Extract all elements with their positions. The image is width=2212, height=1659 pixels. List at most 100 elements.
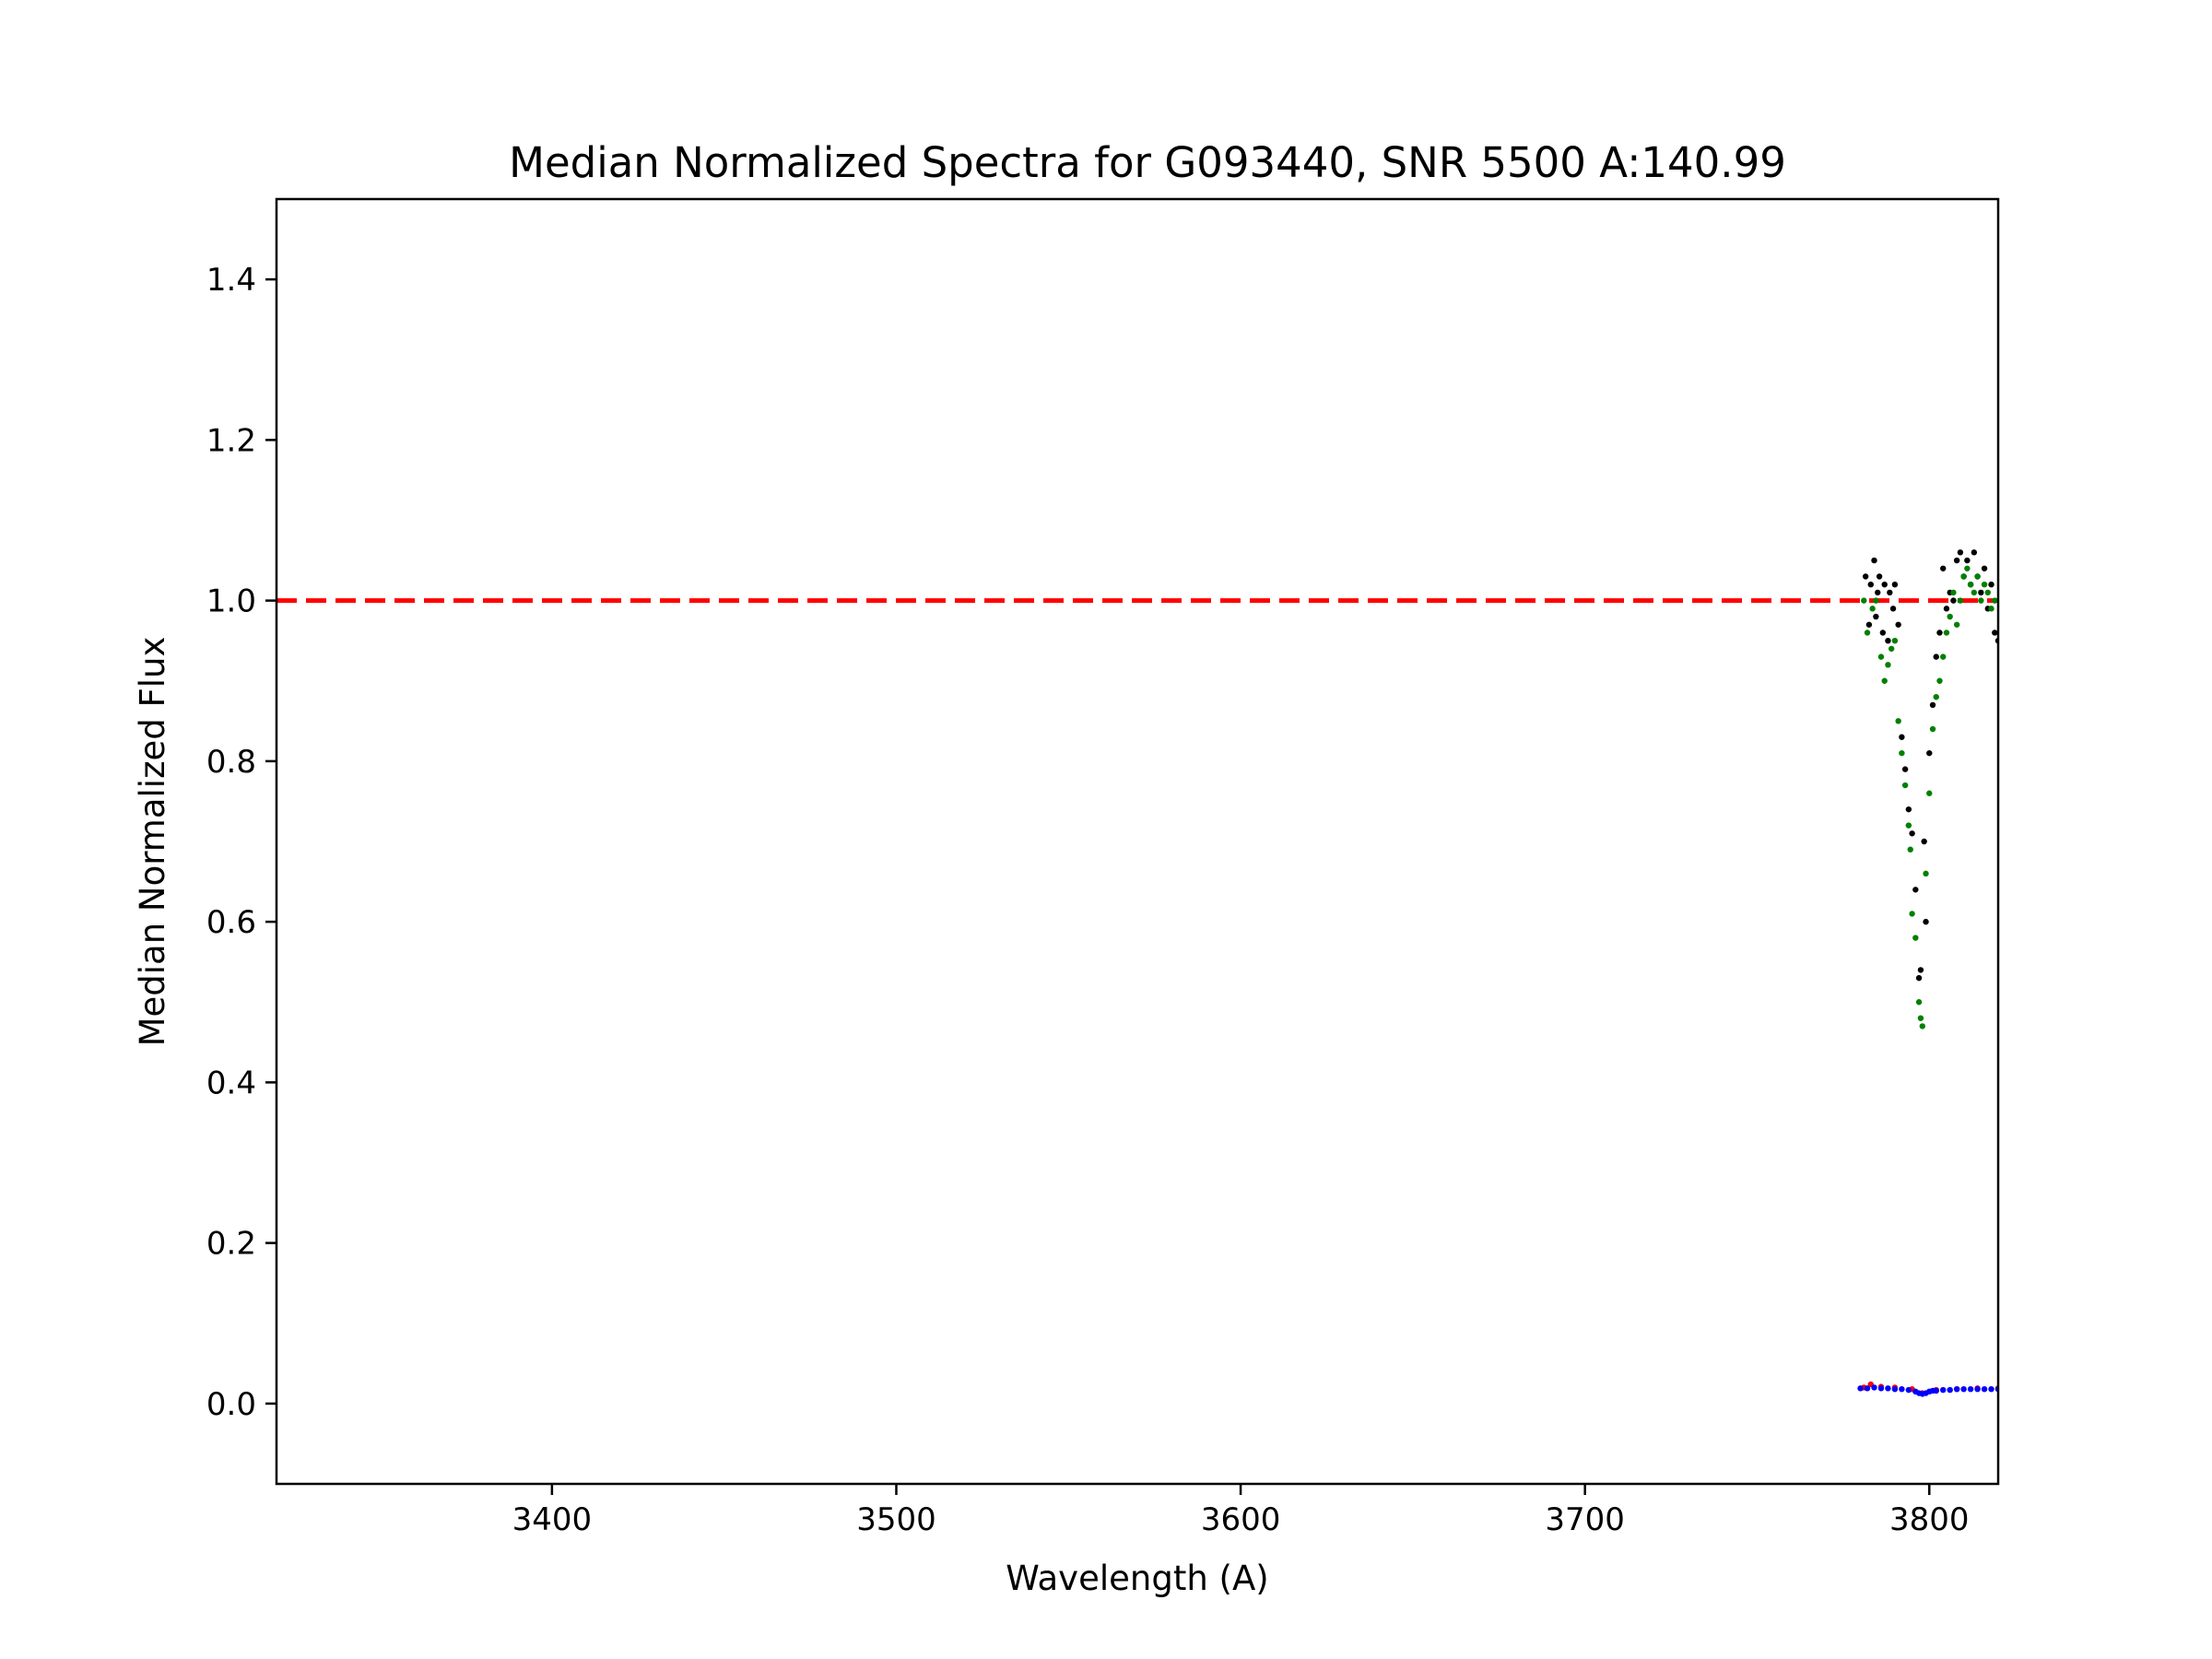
x-tick-label: 3600	[1201, 1501, 1281, 1538]
data-point	[1992, 629, 1998, 636]
data-point	[1915, 974, 1923, 982]
data-point	[1885, 662, 1891, 668]
data-point	[1960, 573, 1967, 580]
series-3	[1857, 1384, 1998, 1397]
data-point	[1929, 701, 1936, 709]
data-point	[1943, 629, 1950, 636]
data-point	[1953, 1385, 1960, 1393]
data-point	[1864, 1385, 1871, 1392]
y-tick-label: 0.8	[206, 744, 256, 781]
data-point	[1950, 597, 1957, 604]
plot-area	[276, 549, 1998, 1397]
data-point	[1974, 1385, 1981, 1393]
data-point	[1891, 1385, 1899, 1393]
data-point	[1936, 629, 1943, 636]
data-point	[1967, 582, 1974, 588]
data-point	[1933, 693, 1939, 700]
data-point	[1891, 582, 1899, 588]
data-point	[1889, 606, 1897, 612]
data-point	[1864, 629, 1871, 636]
data-point	[1895, 621, 1901, 628]
data-point	[1953, 557, 1960, 564]
data-point	[1901, 782, 1909, 789]
data-point	[1971, 549, 1978, 556]
data-point	[1988, 606, 1994, 612]
data-point	[1921, 838, 1927, 845]
data-point	[1899, 749, 1905, 757]
data-point	[1867, 582, 1874, 588]
data-point	[1871, 557, 1877, 564]
data-point	[1899, 1385, 1905, 1393]
data-point	[1862, 573, 1869, 580]
y-tick-label: 0.4	[206, 1065, 256, 1101]
y-tick-label: 0.0	[206, 1386, 256, 1423]
data-point	[1905, 1386, 1912, 1394]
data-point	[1947, 1386, 1953, 1394]
data-point	[1943, 606, 1950, 612]
data-point	[1964, 557, 1971, 564]
x-tick-label: 3400	[512, 1501, 593, 1538]
data-point	[1923, 870, 1929, 877]
data-point	[1988, 1385, 1994, 1393]
data-point	[1865, 621, 1873, 628]
data-point	[1915, 999, 1923, 1006]
y-tick-label: 1.4	[206, 262, 256, 299]
data-point	[1873, 597, 1879, 604]
data-point	[1888, 645, 1895, 653]
data-point	[1879, 629, 1887, 636]
x-tick-label: 3500	[856, 1501, 936, 1538]
data-point	[1881, 582, 1888, 588]
y-axis-label: Median Normalized Flux	[133, 637, 172, 1047]
data-point	[1901, 766, 1909, 772]
data-point	[1861, 597, 1867, 604]
data-point	[1988, 582, 1994, 588]
data-point	[1957, 549, 1964, 556]
data-point	[1877, 653, 1885, 660]
data-point	[1857, 1385, 1864, 1392]
data-point	[1926, 790, 1933, 796]
data-point	[1974, 573, 1981, 580]
data-point	[1981, 565, 1988, 571]
x-tick-label: 3800	[1889, 1501, 1970, 1538]
data-point	[1905, 822, 1912, 829]
data-point	[1964, 565, 1971, 571]
data-point	[1877, 1385, 1885, 1392]
data-point	[1905, 806, 1912, 813]
data-point	[1876, 573, 1883, 580]
data-point	[1967, 1385, 1974, 1393]
y-tick-label: 1.0	[206, 583, 256, 620]
data-point	[1940, 565, 1947, 571]
data-point	[1917, 1015, 1924, 1021]
data-point	[1940, 653, 1947, 660]
data-point	[1957, 597, 1964, 604]
x-tick-label: 3700	[1545, 1501, 1625, 1538]
data-point	[1912, 887, 1919, 893]
data-point	[1881, 677, 1888, 684]
data-point	[1936, 677, 1943, 684]
data-point	[1971, 589, 1978, 596]
data-point	[1926, 749, 1933, 757]
data-point	[1885, 637, 1891, 644]
data-point	[1947, 613, 1953, 620]
y-tick-label: 0.6	[206, 904, 256, 941]
chart-title: Median Normalized Spectra for G093440, S…	[509, 138, 1786, 187]
data-point	[1940, 1386, 1947, 1394]
data-point	[1981, 582, 1988, 588]
data-point	[1891, 637, 1899, 644]
data-point	[1919, 1023, 1926, 1030]
data-point	[1873, 613, 1879, 620]
data-point	[1907, 846, 1913, 853]
data-point	[1885, 1385, 1891, 1392]
data-point	[1899, 734, 1905, 740]
data-point	[1875, 589, 1881, 596]
data-point	[1984, 589, 1991, 596]
data-point	[1981, 1385, 1988, 1393]
data-point	[1869, 606, 1876, 612]
data-point	[1978, 589, 1984, 596]
data-point	[1909, 830, 1915, 837]
data-point	[1978, 597, 1984, 604]
data-point	[1887, 589, 1893, 596]
data-point	[1895, 718, 1901, 724]
data-point	[1950, 589, 1957, 596]
series-0	[1862, 549, 1998, 982]
